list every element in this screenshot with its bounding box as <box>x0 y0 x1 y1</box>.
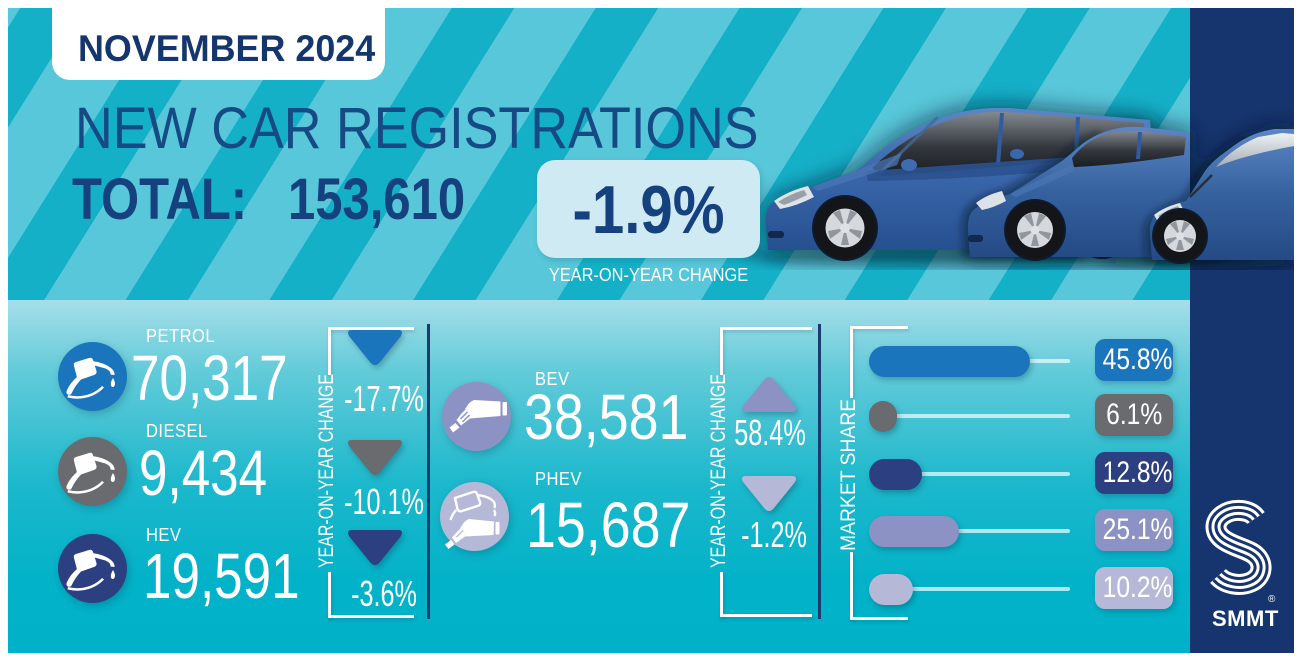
svg-text:®: ® <box>1268 594 1276 605</box>
